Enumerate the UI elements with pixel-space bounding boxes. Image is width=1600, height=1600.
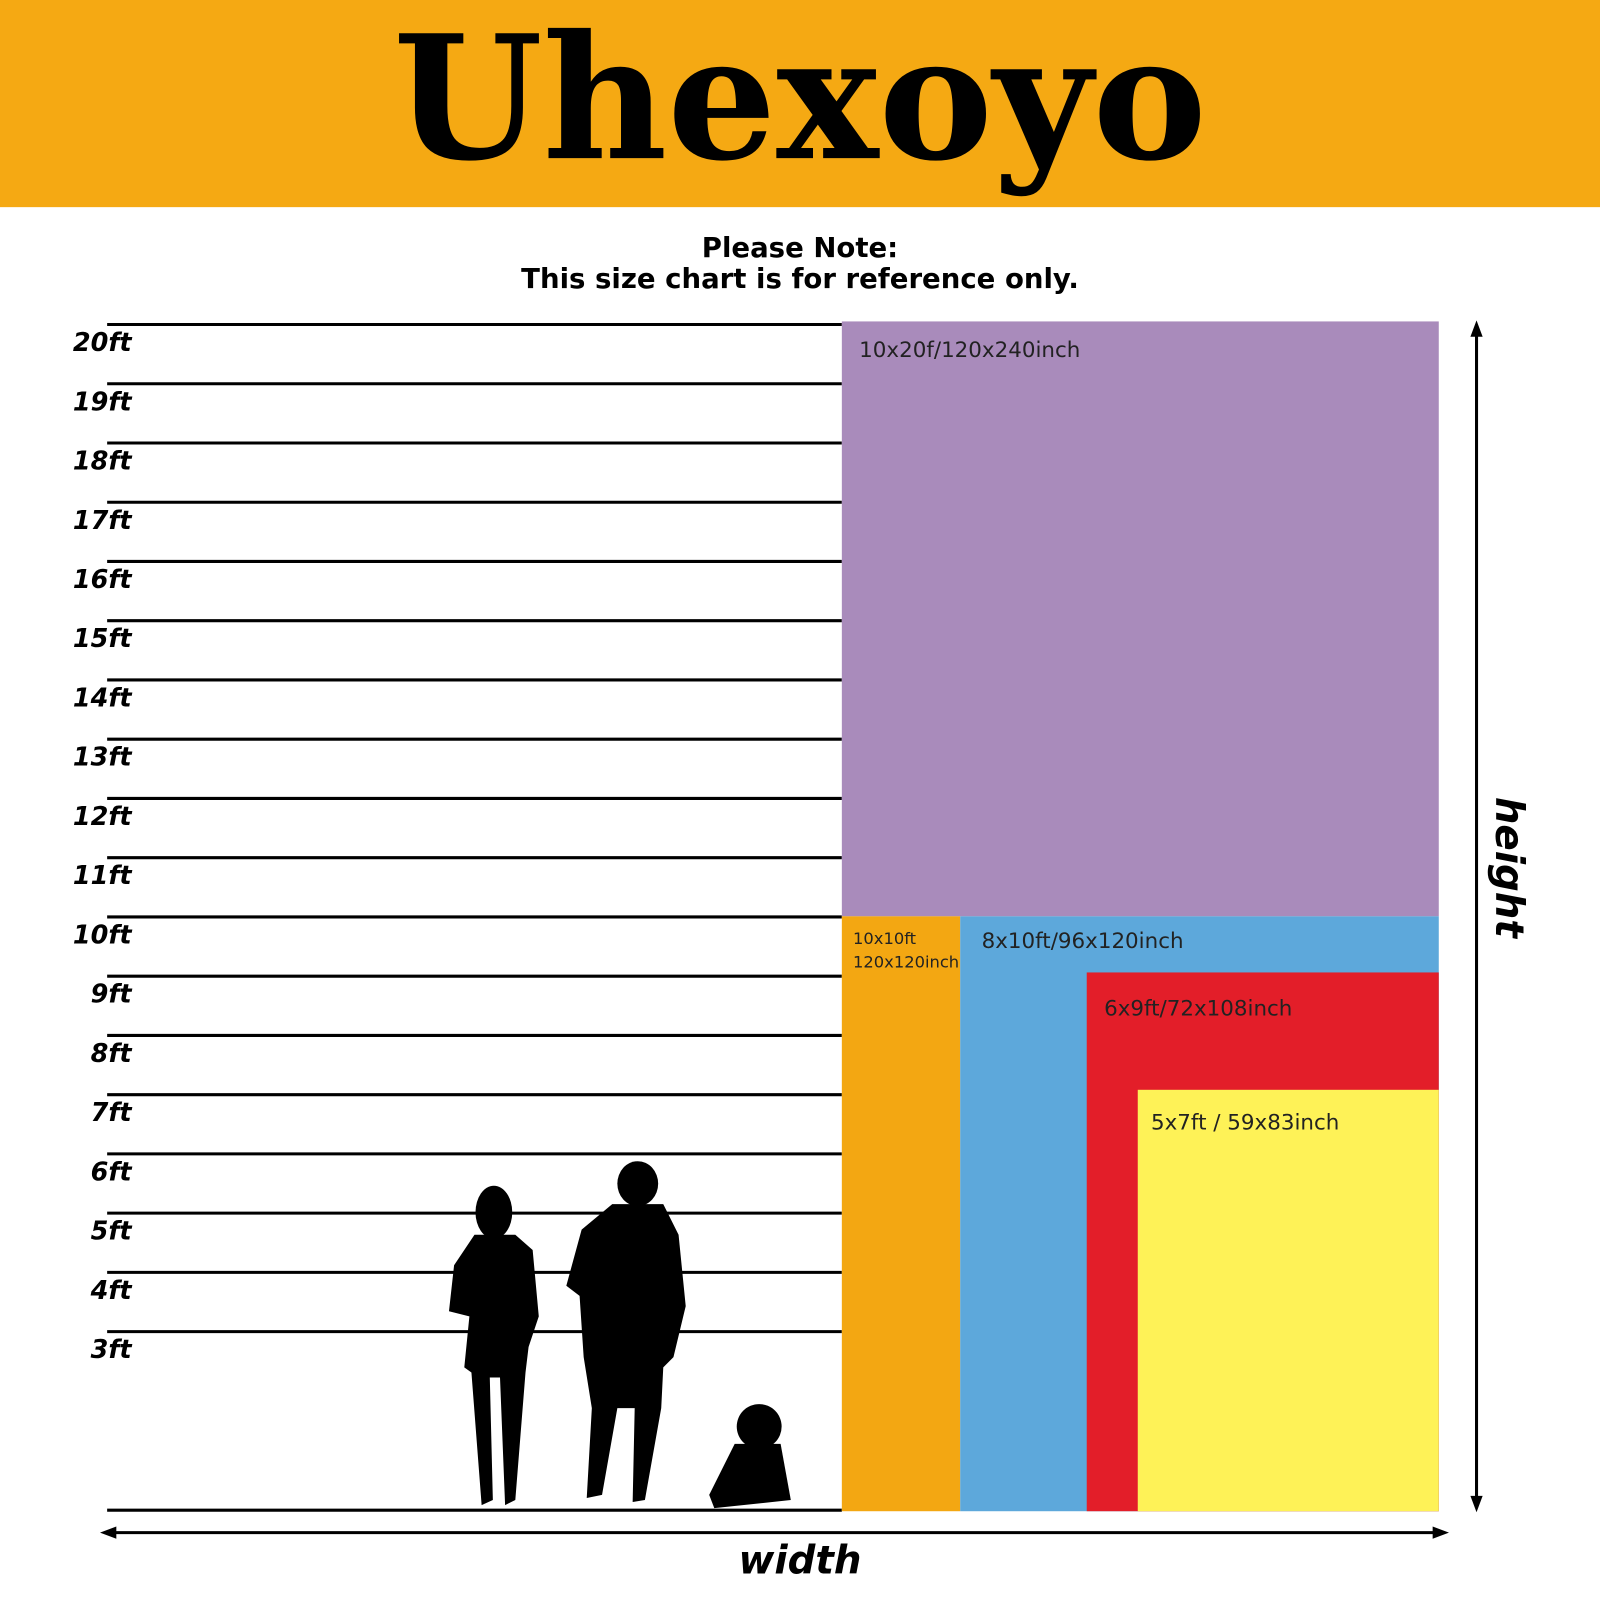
scale-label: 4ft xyxy=(90,1276,133,1306)
panel xyxy=(841,916,961,1512)
scale-label: 10ft xyxy=(73,920,133,950)
scale-label: 9ft xyxy=(91,980,133,1010)
scale-label: 16ft xyxy=(73,565,133,595)
scale-label: 11ft xyxy=(73,861,133,891)
brand: Uhexoyo xyxy=(393,0,1207,199)
panel-label: 8x10ft/96x120inch xyxy=(982,929,1184,954)
scale-label: 13ft xyxy=(73,743,133,773)
panel-label: 10x10ft xyxy=(853,929,916,948)
scale-label: 17ft xyxy=(73,506,133,536)
note-line: This size chart is for reference only. xyxy=(521,263,1079,295)
scale-label: 19ft xyxy=(73,387,133,417)
note-line: Please Note: xyxy=(702,232,898,264)
width-label: width xyxy=(739,1538,862,1583)
header-band xyxy=(0,0,1600,208)
scale-label: 5ft xyxy=(91,1217,133,1247)
panel xyxy=(1137,1089,1439,1512)
scale-label: 6ft xyxy=(91,1157,133,1187)
scale-label: 18ft xyxy=(73,447,133,477)
scale-label: 7ft xyxy=(91,1098,133,1128)
panel-label: 6x9ft/72x108inch xyxy=(1104,996,1292,1021)
scale: 20ft 19ft 18ft 17ft 16ft 15ft 14ft 13ft 12ft 11ft… xyxy=(73,322,842,1365)
scale-label: 12ft xyxy=(73,802,133,832)
silhouettes xyxy=(448,1161,791,1509)
scale-label: 3ft xyxy=(91,1335,133,1365)
scale-label: 15ft xyxy=(73,624,133,654)
panel xyxy=(841,321,1439,917)
scale-label: 8ft xyxy=(91,1039,133,1069)
height-label: height xyxy=(1486,797,1531,940)
scale-label: 20ft xyxy=(73,328,133,358)
panel-label: 5x7ft / 59x83inch xyxy=(1151,1111,1339,1136)
panel-label: 10x20f/120x240inch xyxy=(859,338,1080,363)
panel-label: 120x120inch xyxy=(853,952,959,971)
scale-label: 14ft xyxy=(73,683,133,713)
